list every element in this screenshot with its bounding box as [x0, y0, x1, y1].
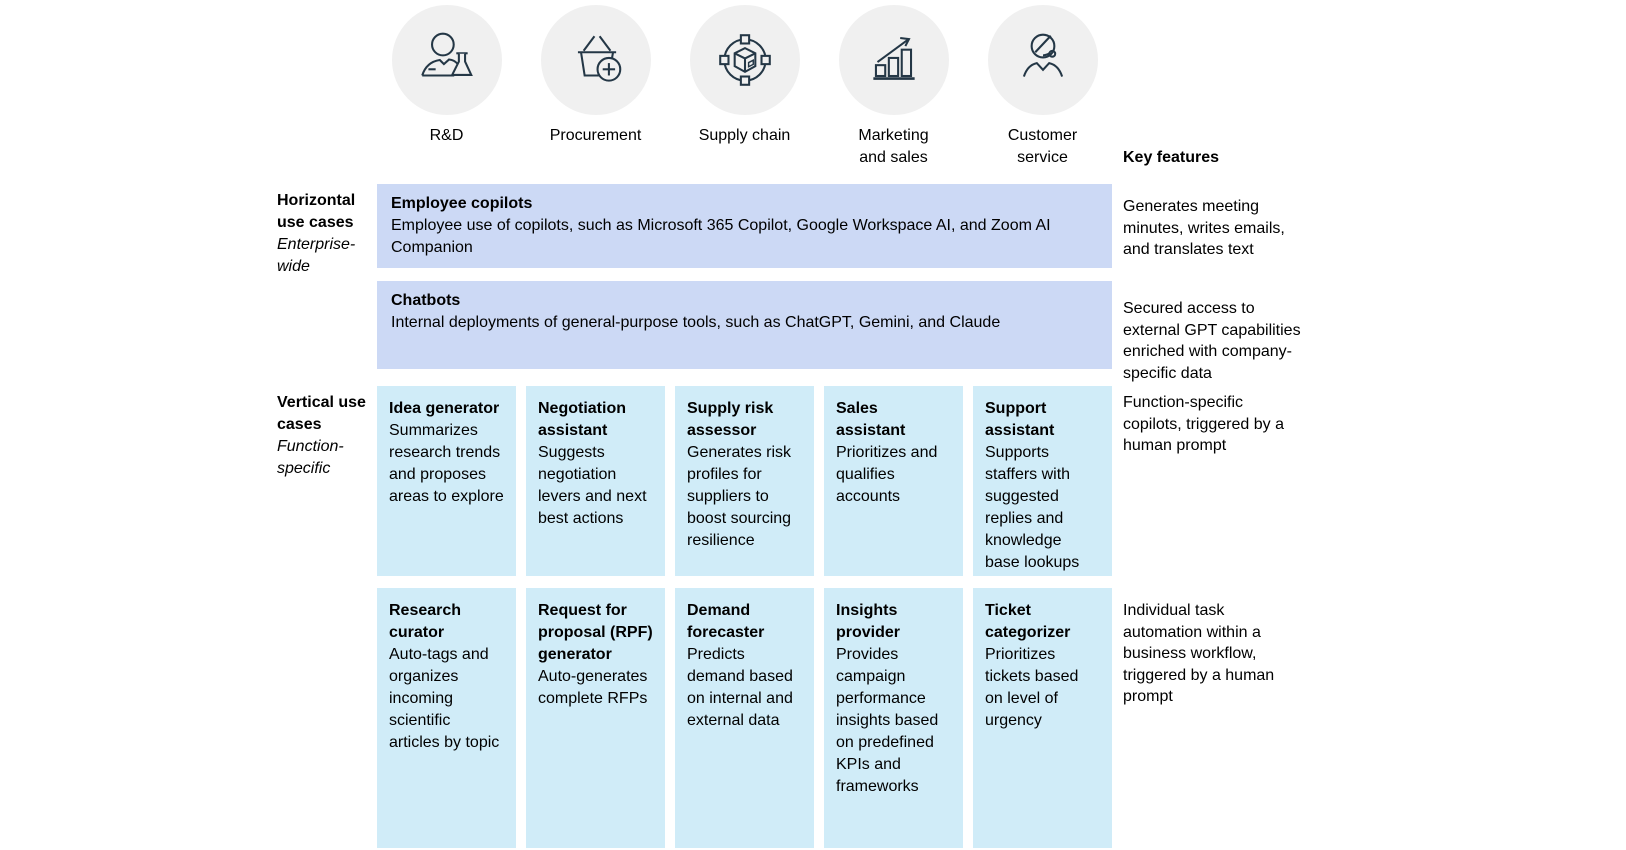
use-case-title: Negotiation assistant — [538, 400, 626, 439]
use-case-description: Auto-tags and organizes incoming scienti… — [389, 646, 500, 751]
use-case-description: Predicts demand based on internal and ex… — [687, 646, 793, 729]
function-label: Customer service — [973, 125, 1112, 169]
vertical-use-case-row-2: Research curator Auto-tags and organizes… — [377, 588, 1112, 848]
use-case-row-employee-copilots: Employee copilots Employee use of copilo… — [377, 184, 1112, 268]
function-label-line: service — [1017, 149, 1068, 166]
function-column-supply-chain: Supply chain — [675, 5, 814, 147]
key-feature-vertical-copilots: Function-specific copilots, triggered by… — [1123, 394, 1284, 454]
basket-add-icon — [577, 35, 621, 82]
use-case-description: Summarizes research trends and proposes … — [389, 422, 504, 505]
use-case-title: Chatbots — [391, 292, 461, 309]
use-case-title: Employee copilots — [391, 195, 533, 212]
function-label: Marketing and sales — [824, 125, 963, 169]
use-case-description: Employee use of copilots, such as Micros… — [391, 217, 1051, 256]
function-label: Supply chain — [675, 125, 814, 147]
function-label-line: Customer — [1007, 127, 1078, 144]
key-feature-employee-copilots: Generates meeting minutes, writes emails… — [1123, 198, 1285, 258]
icon-circle — [689, 5, 800, 115]
use-case-description: Generates risk profiles for suppliers to… — [687, 444, 792, 549]
icon-circle — [987, 5, 1098, 115]
key-features-header: Key features — [1123, 149, 1220, 166]
use-case-cell-supply-risk-assessor: Supply risk assessor Generates risk prof… — [675, 386, 814, 576]
use-case-title: Request for proposal (RPF) generator — [538, 602, 653, 663]
use-case-description: Auto-generates complete RFPs — [538, 668, 648, 707]
function-label-line: Procurement — [549, 127, 642, 144]
use-case-title: Ticket categorizer — [985, 602, 1071, 641]
use-case-description: Prioritizes and qualifies accounts — [836, 444, 938, 505]
use-case-cell-ticket-categorizer: Ticket categorizer Prioritizes tickets b… — [973, 588, 1112, 848]
use-case-cell-negotiation-assistant: Negotiation assistant Suggests negotiati… — [526, 386, 665, 576]
function-label-line: Supply chain — [698, 127, 791, 144]
function-column-customer-service: Customer service — [973, 5, 1112, 169]
icon-circle — [540, 5, 651, 115]
vertical-use-case-row-1: Idea generator Summarizes research trend… — [377, 386, 1112, 576]
use-case-title: Research curator — [389, 602, 462, 641]
row-group-label-horizontal: Horizontal use cases Enterprise-wide — [277, 190, 373, 278]
group-sublabel: Function-specific — [277, 438, 344, 477]
use-case-cell-research-curator: Research curator Auto-tags and organizes… — [377, 588, 516, 848]
function-column-rd: R&D — [377, 5, 516, 147]
support-agent-icon — [1022, 33, 1063, 77]
use-case-title: Insights provider — [836, 602, 901, 641]
row-group-label-vertical: Vertical use cases Function-specific — [277, 392, 373, 480]
use-case-row-chatbots: Chatbots Internal deployments of general… — [377, 281, 1112, 369]
use-case-cell-support-assistant: Support assistant Supports staffers with… — [973, 386, 1112, 576]
icon-circle — [838, 5, 949, 115]
function-column-marketing-sales: Marketing and sales — [824, 5, 963, 169]
icon-circle — [391, 5, 502, 115]
scientist-flask-icon — [420, 32, 473, 77]
growth-chart-arrow-icon — [872, 36, 915, 80]
function-label-line: and sales — [859, 149, 928, 166]
function-label: R&D — [377, 125, 516, 147]
group-sublabel: Enterprise-wide — [277, 236, 356, 275]
use-case-description: Prioritizes tickets based on level of ur… — [985, 646, 1079, 729]
use-case-title: Sales assistant — [836, 400, 906, 439]
use-case-title: Supply risk assessor — [687, 400, 774, 439]
group-label: Vertical use cases — [277, 394, 366, 433]
function-label: Procurement — [526, 125, 665, 147]
use-case-description: Internal deployments of general-purpose … — [391, 314, 1001, 331]
use-case-cell-sales-assistant: Sales assistant Prioritizes and qualifie… — [824, 386, 963, 576]
use-case-description: Suggests negotiation levers and next bes… — [538, 444, 647, 527]
use-case-title: Idea generator — [389, 400, 500, 417]
use-case-title: Support assistant — [985, 400, 1055, 439]
function-column-procurement: Procurement — [526, 5, 665, 147]
use-case-cell-demand-forecaster: Demand forecaster Predicts demand based … — [675, 588, 814, 848]
function-label-line: R&D — [429, 127, 464, 144]
key-feature-chatbots: Secured access to external GPT capabilit… — [1123, 300, 1301, 382]
package-network-icon — [718, 34, 771, 86]
use-case-title: Demand forecaster — [687, 602, 765, 641]
use-case-cell-rfp-generator: Request for proposal (RPF) generator Aut… — [526, 588, 665, 848]
group-label: Horizontal use cases — [277, 192, 356, 231]
use-case-cell-idea-generator: Idea generator Summarizes research trend… — [377, 386, 516, 576]
use-case-description: Supports staffers with suggested replies… — [985, 444, 1080, 571]
use-case-cell-insights-provider: Insights provider Provides campaign perf… — [824, 588, 963, 848]
key-feature-task-automation: Individual task automation within a busi… — [1123, 602, 1275, 705]
use-case-description: Provides campaign performance insights b… — [836, 646, 939, 795]
function-label-line: Marketing — [858, 127, 929, 144]
